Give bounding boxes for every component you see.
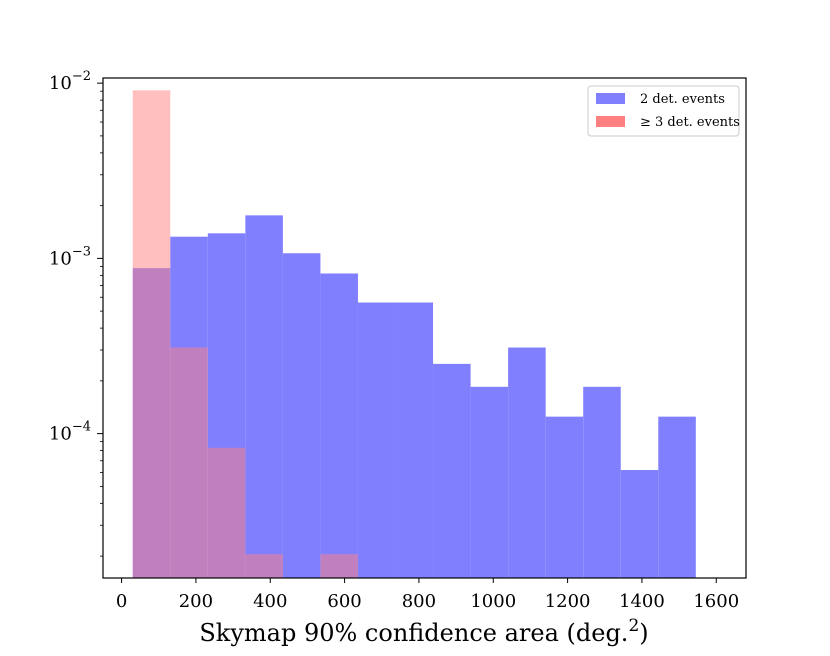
x-axis-ticks: 0 200 400 600 800 1000 1200 1400 1600 — [116, 578, 739, 612]
bar-2det-8 — [433, 363, 471, 578]
bar-2det-12 — [583, 386, 621, 578]
bar-3det-1 — [170, 347, 208, 578]
bar-3det-0 — [132, 90, 171, 578]
legend-label-3det: ≥ 3 det. events — [640, 115, 740, 130]
x-tick-label: 1400 — [619, 591, 665, 612]
bar-2det-10 — [508, 347, 546, 578]
y-tick-label: 10−4 — [49, 420, 91, 445]
series-3det-bars — [132, 90, 358, 578]
x-axis-title-suffix: ) — [639, 619, 648, 647]
series-2det-bars — [132, 215, 696, 579]
legend-swatch-2det — [596, 93, 625, 104]
x-tick-label: 400 — [253, 591, 287, 612]
bar-3det-5 — [320, 554, 358, 578]
bar-2det-6 — [357, 302, 396, 578]
x-axis-title: Skymap 90% confidence area (deg.2) — [199, 616, 648, 647]
bar-2det-3 — [245, 215, 283, 579]
bar-2det-7 — [395, 302, 434, 578]
bar-2det-9 — [470, 386, 509, 578]
legend-box — [587, 85, 740, 137]
bar-3det-3 — [245, 554, 283, 578]
bar-2det-14 — [658, 416, 696, 578]
y-axis-ticks: 10−4 10−3 10−2 — [49, 69, 103, 557]
legend-label-2det: 2 det. events — [640, 92, 725, 107]
x-tick-label: 0 — [116, 591, 127, 612]
bar-3det-2 — [207, 447, 246, 578]
x-axis-title-superscript: 2 — [628, 616, 639, 636]
x-tick-label: 1000 — [470, 591, 516, 612]
x-tick-label: 600 — [327, 591, 361, 612]
x-tick-label: 200 — [179, 591, 213, 612]
x-axis-title-main: Skymap 90% confidence area (deg. — [199, 619, 628, 647]
x-tick-label: 800 — [402, 591, 436, 612]
bar-2det-5 — [320, 273, 358, 578]
y-tick-label: 10−3 — [49, 244, 91, 269]
legend-swatch-3det — [596, 116, 625, 127]
legend: 2 det. events ≥ 3 det. events — [587, 85, 740, 137]
x-tick-label: 1600 — [693, 591, 739, 612]
bar-2det-11 — [545, 416, 584, 578]
bar-2det-4 — [282, 253, 321, 578]
bar-2det-13 — [620, 470, 659, 578]
x-tick-label: 1200 — [545, 591, 591, 612]
y-tick-label: 10−2 — [49, 69, 91, 94]
